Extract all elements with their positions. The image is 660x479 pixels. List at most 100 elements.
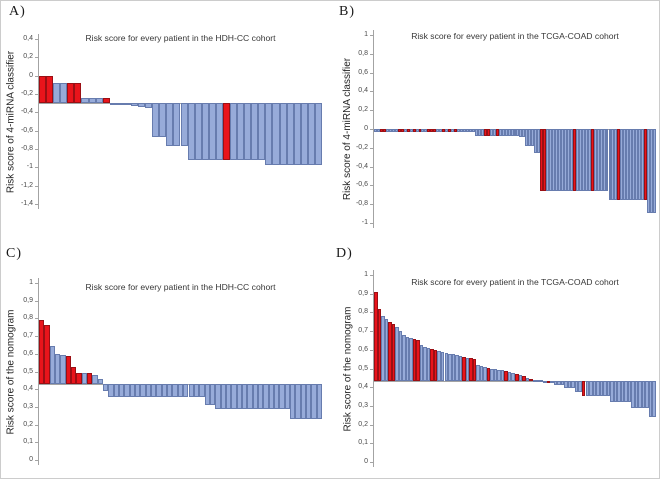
bar-low-risk bbox=[566, 129, 570, 192]
y-tick-label: -0,4 bbox=[20, 108, 33, 116]
chart-title-a: Risk score for every patient in the HDH-… bbox=[85, 33, 276, 43]
bar-low-risk bbox=[151, 383, 157, 398]
y-tick-label: -1,4 bbox=[20, 200, 33, 207]
y-tick-label: 0,2 bbox=[23, 53, 33, 61]
bar-low-risk bbox=[152, 103, 160, 138]
bar-low-risk bbox=[539, 380, 544, 383]
y-tick-label: 0,8 bbox=[358, 308, 368, 316]
bar-low-risk bbox=[522, 129, 526, 137]
panel-a: A) Risk score for every patient in the H… bbox=[1, 1, 331, 240]
y-tick-label: 0,9 bbox=[358, 289, 368, 297]
bar-low-risk bbox=[525, 129, 529, 146]
bar-low-risk bbox=[129, 383, 136, 398]
bar-low-risk bbox=[528, 129, 532, 146]
bar-low-risk bbox=[81, 97, 89, 104]
bar-low-risk bbox=[225, 383, 232, 409]
bar-low-risk bbox=[596, 380, 600, 396]
bar-high-risk bbox=[486, 367, 491, 381]
bar-low-risk bbox=[483, 366, 487, 381]
bar-low-risk bbox=[631, 380, 635, 408]
bar-low-risk bbox=[477, 129, 481, 136]
y-tick-mark bbox=[370, 110, 373, 111]
bar-high-risk bbox=[495, 129, 499, 136]
bar-low-risk bbox=[204, 383, 210, 406]
y-tick-label: 0,4 bbox=[358, 87, 368, 95]
bar-low-risk bbox=[167, 383, 173, 398]
bar-low-risk bbox=[409, 129, 413, 133]
y-tick-label: 0,7 bbox=[358, 327, 368, 335]
y-tick-mark bbox=[35, 425, 38, 426]
bar-low-risk bbox=[109, 103, 117, 106]
bar-low-risk bbox=[574, 380, 579, 392]
bar-low-risk bbox=[585, 380, 590, 396]
bar-high-risk bbox=[515, 374, 519, 381]
bar-low-risk bbox=[119, 383, 125, 398]
bar-low-risk bbox=[463, 129, 466, 133]
y-tick-mark bbox=[35, 57, 38, 58]
bar-low-risk bbox=[614, 129, 618, 200]
bar-low-risk bbox=[592, 380, 597, 396]
bar-high-risk bbox=[462, 357, 466, 381]
bar-high-risk bbox=[546, 380, 551, 383]
y-tick-label: 1 bbox=[364, 271, 368, 278]
bar-high-risk bbox=[472, 359, 477, 381]
y-tick-mark bbox=[370, 167, 373, 168]
bar-high-risk bbox=[406, 129, 410, 133]
bar-high-risk bbox=[617, 129, 621, 200]
bar-low-risk bbox=[501, 129, 505, 136]
bar-low-risk bbox=[653, 129, 656, 213]
y-tick-mark bbox=[35, 167, 38, 168]
bar-low-risk bbox=[135, 383, 141, 398]
bar-high-risk bbox=[379, 129, 383, 133]
bar-low-risk bbox=[257, 383, 264, 409]
bar-low-risk bbox=[648, 380, 653, 418]
y-tick-label: 0,3 bbox=[23, 402, 33, 410]
bar-low-risk bbox=[49, 345, 55, 384]
bar-low-risk bbox=[60, 83, 68, 104]
bar-low-risk bbox=[97, 379, 104, 384]
bar-low-risk bbox=[237, 103, 245, 160]
bar-low-risk bbox=[409, 337, 413, 381]
bar-low-risk bbox=[448, 353, 452, 381]
bar-low-risk bbox=[284, 383, 290, 409]
y-tick-mark bbox=[35, 372, 38, 373]
y-tick-label: -0,2 bbox=[20, 90, 33, 97]
y-tick-label: -0,2 bbox=[355, 143, 368, 151]
bar-low-risk bbox=[534, 129, 538, 154]
bar-low-risk bbox=[314, 103, 322, 165]
bar-low-risk bbox=[187, 103, 195, 160]
bar-low-risk bbox=[490, 368, 494, 381]
bar-low-risk bbox=[480, 129, 484, 136]
bar-low-risk bbox=[479, 365, 484, 381]
bar-high-risk bbox=[433, 129, 437, 133]
y-tick-mark bbox=[35, 131, 38, 132]
bar-low-risk bbox=[177, 383, 184, 398]
bar-low-risk bbox=[635, 129, 639, 200]
y-tick-label: 0,3 bbox=[358, 401, 368, 409]
y-tick-mark bbox=[370, 294, 373, 295]
y-tick-mark bbox=[370, 350, 373, 351]
bar-low-risk bbox=[81, 373, 88, 384]
y-tick-mark bbox=[35, 94, 38, 95]
bar-low-risk bbox=[374, 129, 377, 133]
bar-low-risk bbox=[123, 103, 131, 106]
bar-low-risk bbox=[476, 364, 480, 381]
bar-low-risk bbox=[552, 129, 556, 192]
bar-low-risk bbox=[244, 103, 252, 160]
bar-low-risk bbox=[536, 380, 540, 383]
bar-low-risk bbox=[493, 369, 498, 381]
bar-low-risk bbox=[241, 383, 248, 409]
bar-high-risk bbox=[581, 380, 586, 396]
bar-low-risk bbox=[398, 331, 403, 381]
bar-high-risk bbox=[590, 129, 594, 192]
bar-low-risk bbox=[305, 383, 312, 420]
bar-low-risk bbox=[617, 380, 621, 403]
bar-low-risk bbox=[627, 380, 632, 403]
y-tick-label: 0,8 bbox=[358, 49, 368, 57]
bar-low-risk bbox=[500, 370, 505, 381]
bar-high-risk bbox=[412, 129, 416, 133]
bar-low-risk bbox=[108, 383, 114, 398]
y-tick-label: 0,6 bbox=[358, 68, 368, 76]
bar-low-risk bbox=[437, 350, 441, 381]
bar-low-risk bbox=[632, 129, 636, 200]
